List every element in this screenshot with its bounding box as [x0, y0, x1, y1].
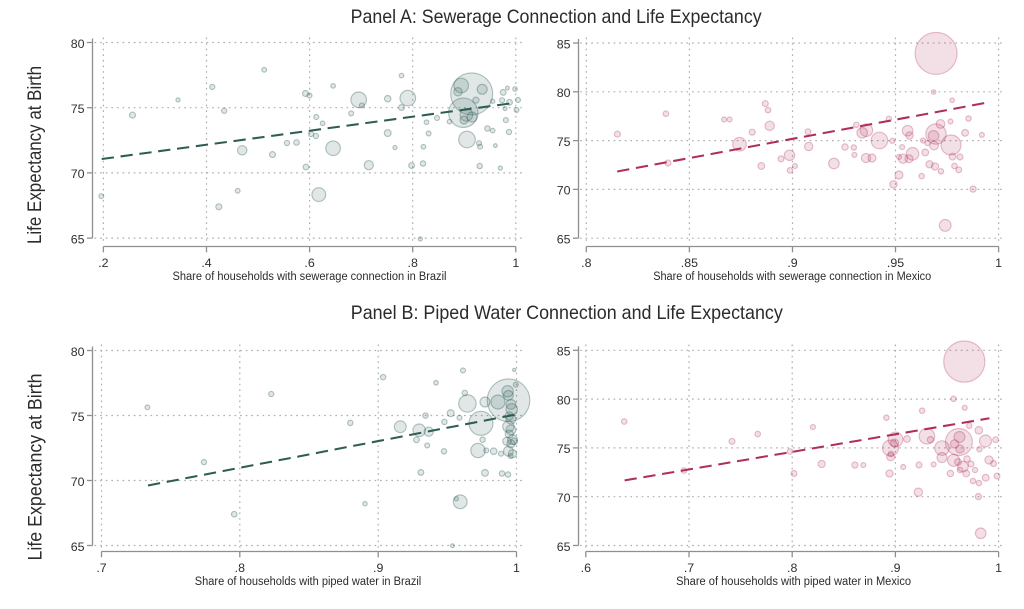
svg-text:70: 70 — [557, 184, 571, 198]
svg-text:75: 75 — [557, 442, 571, 456]
svg-text:85: 85 — [557, 345, 571, 359]
svg-text:65: 65 — [557, 233, 571, 247]
svg-text:Panel A: Sewerage Connection a: Panel A: Sewerage Connection and Life Ex… — [351, 6, 762, 28]
svg-text:70: 70 — [71, 475, 85, 489]
svg-text:80: 80 — [71, 345, 85, 359]
svg-text:85: 85 — [557, 37, 571, 51]
svg-text:Panel B: Piped Water Connectio: Panel B: Piped Water Connection and Life… — [351, 302, 783, 324]
svg-text:.8: .8 — [408, 256, 418, 270]
svg-text:.9: .9 — [890, 561, 900, 575]
svg-text:70: 70 — [557, 491, 571, 505]
svg-text:Share of households with sewer: Share of households with sewerage connec… — [653, 271, 931, 283]
svg-text:Life Expectancy at Birth: Life Expectancy at Birth — [26, 374, 47, 561]
svg-text:80: 80 — [557, 86, 571, 100]
svg-text:65: 65 — [71, 540, 85, 554]
svg-text:.9: .9 — [373, 561, 383, 575]
svg-text:.8: .8 — [787, 561, 797, 575]
svg-text:.6: .6 — [581, 561, 591, 575]
svg-text:1: 1 — [513, 561, 520, 575]
svg-text:Share of households with sewer: Share of households with sewerage connec… — [173, 271, 447, 283]
svg-text:65: 65 — [71, 232, 85, 246]
svg-text:.7: .7 — [96, 561, 106, 575]
svg-text:Share of households with piped: Share of households with piped water in … — [195, 576, 422, 588]
svg-text:.8: .8 — [235, 561, 245, 575]
svg-text:.4: .4 — [201, 256, 211, 270]
svg-text:.9: .9 — [787, 256, 797, 270]
svg-text:70: 70 — [71, 167, 85, 181]
svg-text:Share of households with piped: Share of households with piped water in … — [676, 576, 911, 588]
svg-text:1: 1 — [995, 256, 1002, 270]
svg-text:75: 75 — [71, 410, 85, 424]
svg-text:1: 1 — [995, 561, 1002, 575]
svg-text:1: 1 — [512, 256, 519, 270]
svg-text:75: 75 — [557, 135, 571, 149]
svg-text:80: 80 — [557, 393, 571, 407]
svg-text:.85: .85 — [681, 256, 698, 270]
svg-text:.8: .8 — [581, 256, 591, 270]
svg-text:Life Expectancy at Birth: Life Expectancy at Birth — [25, 66, 46, 244]
svg-text:75: 75 — [71, 102, 85, 116]
svg-text:.2: .2 — [98, 256, 108, 270]
svg-text:.6: .6 — [304, 256, 314, 270]
svg-text:65: 65 — [557, 540, 571, 554]
svg-text:.95: .95 — [887, 256, 904, 270]
svg-text:.7: .7 — [684, 561, 694, 575]
svg-text:80: 80 — [71, 37, 85, 51]
